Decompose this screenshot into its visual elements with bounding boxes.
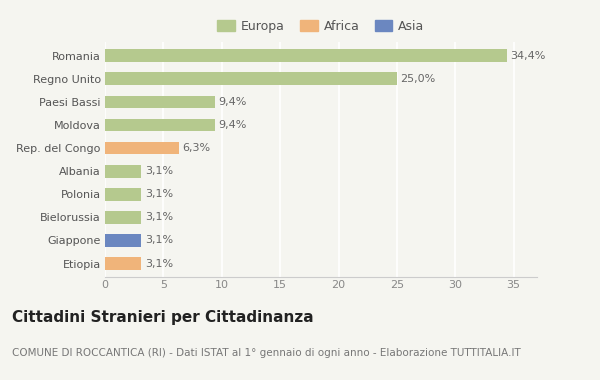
Text: Cittadini Stranieri per Cittadinanza: Cittadini Stranieri per Cittadinanza	[12, 310, 314, 325]
Bar	[105, 234, 141, 247]
Text: 34,4%: 34,4%	[510, 51, 545, 61]
Text: 9,4%: 9,4%	[218, 120, 247, 130]
Legend: Europa, Africa, Asia: Europa, Africa, Asia	[212, 15, 430, 38]
Bar	[105, 142, 179, 154]
Bar	[105, 119, 215, 131]
Text: 3,1%: 3,1%	[145, 166, 173, 176]
Text: 3,1%: 3,1%	[145, 258, 173, 269]
Text: 3,1%: 3,1%	[145, 212, 173, 222]
Text: 3,1%: 3,1%	[145, 189, 173, 199]
Bar	[105, 257, 141, 270]
Text: COMUNE DI ROCCANTICA (RI) - Dati ISTAT al 1° gennaio di ogni anno - Elaborazione: COMUNE DI ROCCANTICA (RI) - Dati ISTAT a…	[12, 348, 521, 358]
Bar	[105, 49, 506, 62]
Bar	[105, 95, 215, 108]
Text: 3,1%: 3,1%	[145, 236, 173, 245]
Bar	[105, 73, 397, 85]
Bar	[105, 211, 141, 224]
Bar	[105, 165, 141, 177]
Bar	[105, 188, 141, 201]
Text: 9,4%: 9,4%	[218, 97, 247, 107]
Text: 25,0%: 25,0%	[400, 74, 436, 84]
Text: 6,3%: 6,3%	[182, 143, 210, 153]
